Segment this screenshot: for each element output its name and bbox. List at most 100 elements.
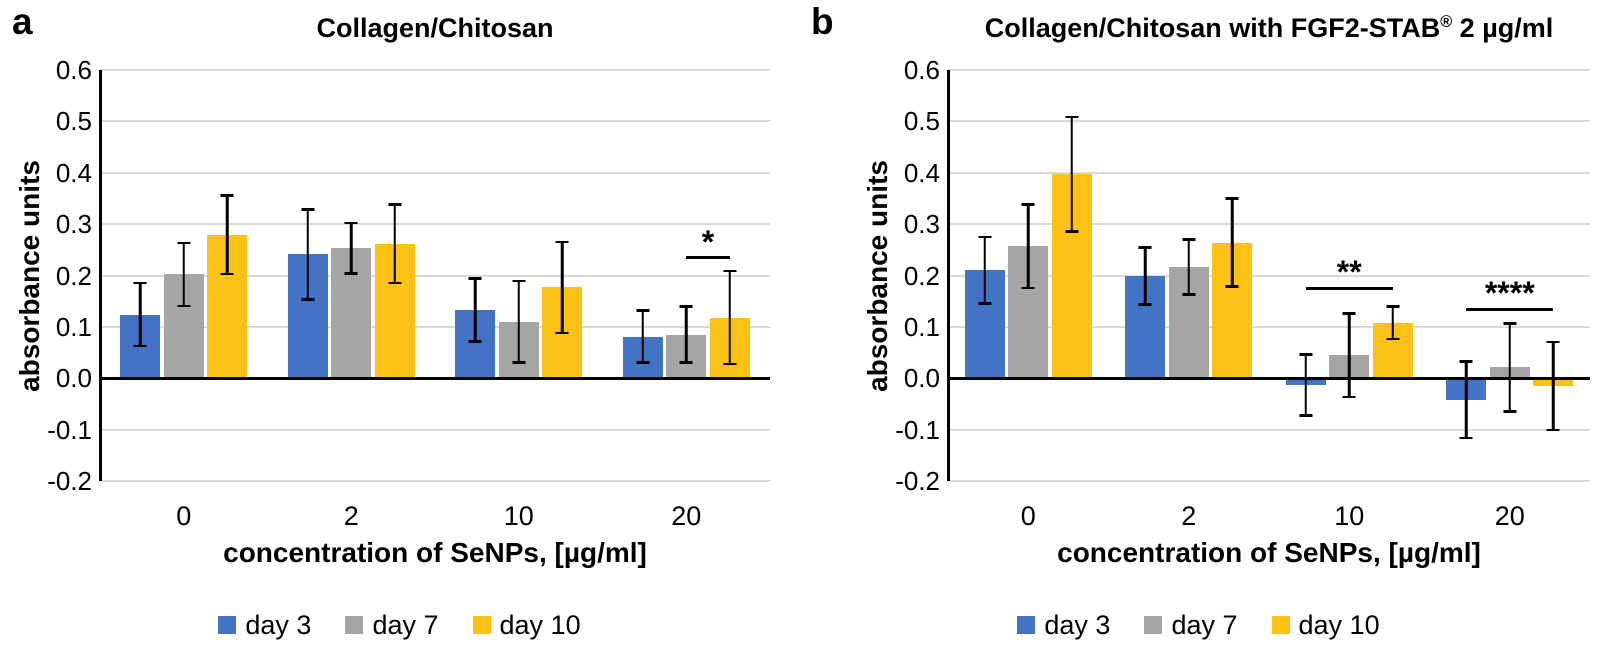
x-axis-title: concentration of SeNPs, [µg/ml] (1057, 537, 1481, 568)
error-bar-cap-bottom (1503, 410, 1517, 413)
y-tick-label: -0.1 (895, 414, 940, 445)
y-tick-label: -0.1 (47, 414, 92, 445)
error-bar-cap-bottom (1342, 395, 1356, 399)
error-bar-cap-top (1386, 305, 1400, 308)
y-tick-label: 0.0 (903, 363, 940, 394)
gridline (100, 120, 770, 123)
error-bar-cap-top (1342, 312, 1356, 315)
error-bar-cap-top (177, 241, 191, 245)
error-bar-cap-top (1138, 246, 1152, 249)
legend-swatch-day-10 (472, 616, 491, 634)
gridline (948, 69, 1590, 71)
error-bar (1070, 116, 1073, 232)
gridline (948, 171, 1590, 174)
error-bar-cap-top (133, 281, 147, 285)
x-tick-label: 20 (1494, 501, 1525, 531)
error-bar-cap-top (636, 309, 650, 312)
panel-letter: a (12, 1, 33, 42)
gridline (948, 120, 1590, 123)
significance-asterisks: **** (1484, 275, 1535, 312)
legend-item-day-7: day 7 (345, 610, 439, 640)
gridline (100, 480, 770, 482)
gridline (100, 69, 770, 71)
y-tick-label: -0.2 (895, 466, 940, 496)
gridline (100, 274, 770, 277)
legend-label: day 7 (372, 610, 439, 640)
error-bar (1391, 306, 1394, 340)
chart-title: Collagen/Chitosan (100, 6, 770, 44)
error-bar-cap-bottom (1182, 293, 1196, 296)
error-bar-cap-bottom (1546, 428, 1560, 432)
gridline (100, 171, 770, 174)
error-bar-cap-bottom (1021, 286, 1035, 290)
error-bar (139, 282, 142, 347)
error-bar (1552, 341, 1555, 431)
error-bar (474, 278, 477, 342)
chart-title: Collagen/Chitosan with FGF2-STAB® 2 µg/m… (948, 6, 1590, 44)
gridline (100, 325, 770, 328)
error-bar (1027, 204, 1030, 289)
error-bar-cap-bottom (1225, 285, 1239, 288)
significance-line (1466, 307, 1554, 311)
chart-title-suffix: 2 µg/ml (1452, 13, 1554, 43)
error-bar (226, 195, 229, 275)
error-bar-cap-bottom (344, 272, 358, 275)
error-bar (306, 209, 309, 300)
legend-swatch-day-3 (218, 616, 237, 634)
error-bar-cap-top (723, 269, 737, 273)
error-bar-cap-top (468, 277, 482, 280)
error-bar-cap-bottom (220, 272, 234, 276)
x-tick-label: 0 (1020, 501, 1036, 531)
gridline (100, 223, 770, 226)
x-tick-label: 20 (671, 501, 702, 531)
legend-item-day-3: day 3 (1017, 610, 1110, 640)
legend-item-day-10: day 10 (472, 610, 581, 640)
error-bar-cap-top (555, 240, 569, 244)
error-bar-cap-top (1546, 340, 1560, 344)
legend-swatch-day-7 (1144, 616, 1163, 634)
error-bar (728, 270, 731, 365)
x-tick-label: 2 (1181, 501, 1197, 531)
legend: day 3 day 7 day 10 (799, 610, 1598, 640)
error-bar (641, 310, 644, 363)
plot-area: ** **** (947, 69, 1590, 482)
error-bar-cap-top (301, 208, 315, 211)
error-bar-cap-bottom (301, 298, 315, 301)
gridline (948, 223, 1590, 226)
error-bar-cap-bottom (1065, 230, 1079, 233)
chart-title-text: Collagen/Chitosan with FGF2-STAB (984, 13, 1441, 43)
error-bar-cap-bottom (1459, 436, 1473, 440)
y-tick-label: 0.2 (55, 260, 92, 291)
error-bar-cap-top (1021, 203, 1035, 206)
error-bar-cap-top (679, 305, 693, 308)
x-tick-label: 10 (1334, 501, 1365, 531)
error-bar (182, 242, 185, 307)
gridline (948, 325, 1590, 328)
significance-line (686, 256, 730, 260)
y-tick-label: 0.5 (903, 106, 940, 137)
error-bar-cap-bottom (978, 302, 992, 305)
legend-label: day 10 (499, 610, 581, 640)
error-bar-cap-top (1459, 360, 1473, 363)
error-bar-cap-bottom (1386, 337, 1400, 341)
legend-swatch-day-10 (1271, 616, 1290, 634)
error-bar (1304, 354, 1307, 416)
y-axis-line (947, 70, 950, 481)
error-bar-cap-top (1299, 353, 1313, 356)
x-axis-zero-line (948, 376, 1590, 380)
error-bar-cap-top (1503, 322, 1517, 325)
y-tick-label: 0.1 (55, 311, 92, 342)
error-bar (685, 306, 688, 363)
error-bar-cap-bottom (133, 344, 147, 348)
y-tick-label: 0.1 (903, 311, 940, 342)
error-bar (393, 204, 396, 284)
error-bar-cap-top (1225, 197, 1239, 200)
registered-trademark-symbol: ® (1440, 13, 1453, 31)
error-bar-cap-top (1182, 238, 1196, 241)
chart-panel-a: a Collagen/Chitosan absorbance units * 0.6 0.… (12, 1, 770, 640)
panel-letter: b (811, 1, 834, 42)
error-bar-cap-top (220, 194, 234, 197)
legend-swatch-day-7 (345, 616, 364, 634)
error-bar (517, 280, 520, 363)
